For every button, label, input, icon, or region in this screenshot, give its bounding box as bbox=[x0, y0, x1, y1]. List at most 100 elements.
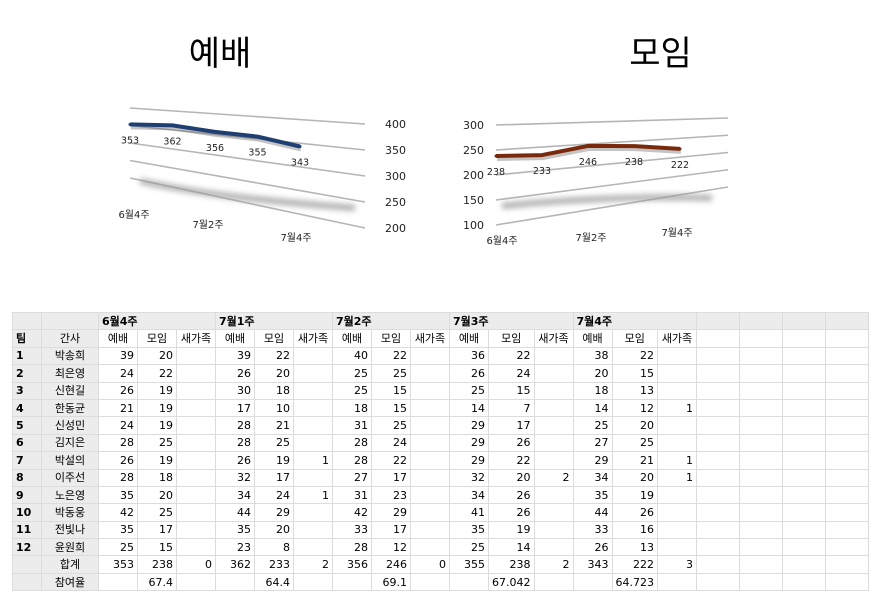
empty-cell bbox=[782, 485, 826, 505]
worship-count: 31 bbox=[332, 485, 372, 505]
empty-cell bbox=[449, 572, 489, 592]
meeting-count: 22 bbox=[254, 346, 294, 366]
total-worship: 356 bbox=[332, 555, 372, 574]
week-header: 7월1주 bbox=[215, 311, 333, 331]
worship-count: 25 bbox=[449, 538, 489, 557]
worship-count: 34 bbox=[572, 468, 613, 487]
new-family-count: 1 bbox=[293, 451, 333, 470]
worship-count: 27 bbox=[572, 433, 613, 453]
team-number: 2 bbox=[12, 364, 42, 383]
empty-cell bbox=[825, 520, 869, 540]
empty-cell bbox=[739, 346, 783, 366]
data-point bbox=[494, 154, 498, 158]
table-row: 7 박설의 26 19 26 19 1 28 22 29 22 29 21 1 bbox=[12, 451, 869, 470]
empty-cell bbox=[825, 364, 869, 383]
empty-cell bbox=[12, 572, 42, 592]
gridline bbox=[495, 151, 729, 176]
empty-cell bbox=[696, 555, 740, 574]
empty-cell bbox=[176, 572, 216, 592]
worship-count: 39 bbox=[215, 346, 255, 366]
new-family-header: 새가족 bbox=[533, 329, 574, 348]
new-family-count bbox=[293, 433, 333, 453]
worship-count: 31 bbox=[332, 416, 372, 435]
x-tick-label: 7월4주 bbox=[661, 227, 692, 239]
worship-count: 35 bbox=[98, 485, 138, 505]
leader-name: 노은영 bbox=[41, 485, 99, 505]
new-family-count bbox=[176, 433, 216, 453]
meeting-count: 29 bbox=[254, 503, 294, 522]
worship-count: 35 bbox=[98, 520, 138, 540]
week-header: 7월2주 bbox=[332, 311, 450, 331]
meeting-count: 15 bbox=[137, 538, 177, 557]
meeting-count: 24 bbox=[371, 433, 411, 453]
total-worship: 355 bbox=[449, 555, 489, 574]
table-row: 6 김지은 28 25 28 25 28 24 29 26 27 25 bbox=[12, 433, 869, 453]
new-family-count bbox=[176, 538, 216, 557]
worship-count: 35 bbox=[572, 485, 613, 505]
participation-rate: 69.1 bbox=[371, 572, 411, 592]
meeting-count: 22 bbox=[371, 451, 411, 470]
leader-name: 신현길 bbox=[41, 381, 99, 400]
data-label: 246 bbox=[579, 157, 597, 168]
total-meeting: 233 bbox=[254, 555, 294, 574]
meeting-count: 25 bbox=[137, 503, 177, 522]
team-number: 10 bbox=[12, 503, 42, 522]
empty-cell bbox=[825, 346, 869, 366]
table-row: 3 신현길 26 19 30 18 25 15 25 15 18 13 bbox=[12, 381, 869, 400]
data-label: 356 bbox=[206, 143, 224, 154]
empty-cell bbox=[782, 416, 826, 435]
gridline bbox=[129, 124, 366, 151]
new-family-count bbox=[533, 503, 574, 522]
new-family-count bbox=[410, 364, 450, 383]
empty-cell bbox=[782, 364, 826, 383]
new-family-count bbox=[657, 346, 697, 366]
empty-cell bbox=[825, 468, 869, 487]
meeting-count: 19 bbox=[611, 485, 658, 505]
meeting-count: 17 bbox=[254, 468, 294, 487]
empty-cell bbox=[293, 572, 333, 592]
empty-cell bbox=[782, 311, 826, 331]
new-family-count bbox=[293, 364, 333, 383]
meeting-chart-title: 모임 bbox=[629, 34, 692, 74]
new-family-header: 새가족 bbox=[293, 329, 333, 348]
x-tick-label: 7월2주 bbox=[192, 219, 223, 231]
floor-shadow bbox=[139, 178, 356, 211]
worship-count: 28 bbox=[215, 433, 255, 453]
empty-cell bbox=[739, 433, 783, 453]
table-row: 1 박송희 39 20 39 22 40 22 36 22 38 22 bbox=[12, 346, 869, 366]
worship-count: 34 bbox=[449, 485, 489, 505]
new-family-count bbox=[533, 398, 574, 418]
new-family-count bbox=[176, 503, 216, 522]
column-header-row: 팀 간사 예배 모임 새가족 예배 모임 새가족 예배 모임 새가족 예배 모임 새가족 예배 모임 새가족 bbox=[12, 329, 869, 348]
new-family-count bbox=[293, 468, 333, 487]
worship-count: 28 bbox=[98, 468, 138, 487]
new-family-count bbox=[533, 381, 574, 400]
total-worship: 343 bbox=[572, 555, 613, 574]
empty-cell bbox=[782, 572, 826, 592]
empty-cell bbox=[782, 468, 826, 487]
meeting-count: 25 bbox=[371, 416, 411, 435]
new-family-count bbox=[410, 416, 450, 435]
new-family-count bbox=[176, 485, 216, 505]
empty-cell bbox=[825, 381, 869, 400]
empty-cell bbox=[739, 572, 783, 592]
empty-cell bbox=[739, 538, 783, 557]
new-family-count bbox=[657, 416, 697, 435]
data-point bbox=[256, 135, 259, 139]
worship-count: 28 bbox=[332, 538, 372, 557]
empty-cell bbox=[782, 433, 826, 453]
empty-cell bbox=[696, 346, 740, 366]
new-family-count: 1 bbox=[657, 398, 697, 418]
participation-rate: 64.723 bbox=[611, 572, 658, 592]
empty-cell bbox=[782, 503, 826, 522]
worship-count: 25 bbox=[98, 538, 138, 557]
meeting-count: 25 bbox=[137, 433, 177, 453]
meeting-count: 15 bbox=[611, 364, 658, 383]
empty-cell bbox=[332, 572, 372, 592]
new-family-count bbox=[410, 451, 450, 470]
y-tick-label: 350 bbox=[385, 144, 406, 157]
empty-cell bbox=[696, 329, 740, 348]
floor-shadow bbox=[501, 194, 713, 209]
empty-cell bbox=[696, 503, 740, 522]
meeting-count: 26 bbox=[611, 503, 658, 522]
